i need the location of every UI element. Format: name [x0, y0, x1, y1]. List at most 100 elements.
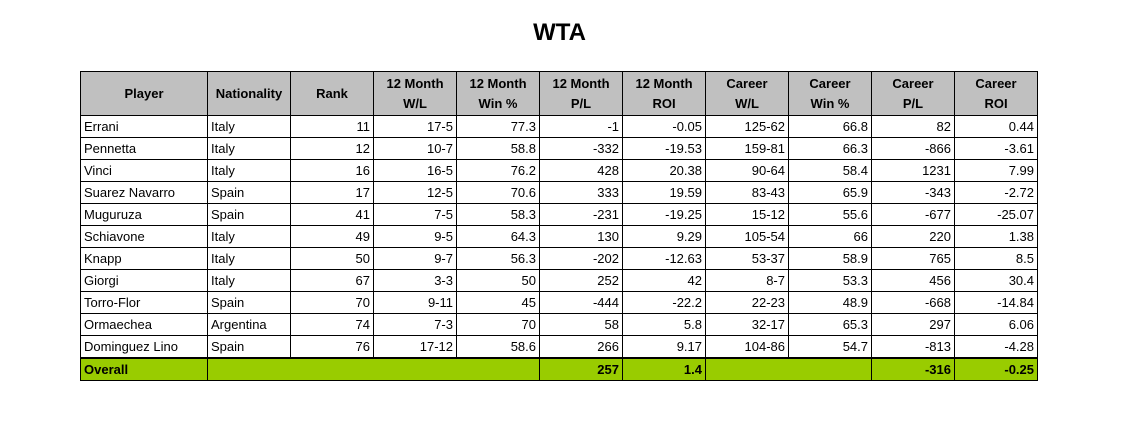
cell-win-pct-career: 58.4: [788, 159, 872, 182]
cell-pl-12m: 58: [539, 313, 623, 336]
cell-pl-12m: -1: [539, 115, 623, 138]
column-header-wl-career: Career W/L: [705, 71, 789, 116]
cell-wl-career: 8-7: [705, 269, 789, 292]
table-row: Pennetta Italy 12 10-7 58.8 -332 -19.53 159-81 6…: [80, 137, 1038, 160]
cell-roi-career: 30.4: [954, 269, 1038, 292]
cell-roi-12m: 9.17: [622, 335, 706, 359]
cell-win-pct-career: 65.9: [788, 181, 872, 204]
cell-pl-career: -813: [871, 335, 955, 359]
column-header-win-pct-12m: 12 Month Win %: [456, 71, 540, 116]
cell-pl-career: 82: [871, 115, 955, 138]
header-line: 12 Month: [552, 75, 610, 91]
overall-roi-career: -0.25: [954, 357, 1038, 381]
page-title: WTA: [533, 19, 586, 46]
table-row: Knapp Italy 50 9-7 56.3 -202 -12.63 53-37 58.9 76…: [80, 247, 1038, 270]
cell-pl-12m: -332: [539, 137, 623, 160]
cell-win-pct-12m: 58.6: [456, 335, 540, 359]
cell-pl-12m: 266: [539, 335, 623, 359]
table-row: Giorgi Italy 67 3-3 50 252 42 8-7 53.3 456 30.4: [80, 269, 1038, 292]
cell-player: Torro-Flor: [80, 291, 208, 314]
cell-rank: 76: [290, 335, 374, 359]
cell-player: Errani: [80, 115, 208, 138]
cell-pl-12m: -202: [539, 247, 623, 270]
table-row: Dominguez Lino Spain 76 17-12 58.6 266 9.17 104…: [80, 335, 1038, 359]
cell-wl-12m: 3-3: [373, 269, 457, 292]
cell-win-pct-career: 66.3: [788, 137, 872, 160]
cell-player: Pennetta: [80, 137, 208, 160]
header-line: Nationality: [215, 85, 283, 101]
cell-roi-career: 0.44: [954, 115, 1038, 138]
overall-blank: [705, 357, 872, 381]
cell-roi-12m: -19.25: [622, 203, 706, 226]
cell-rank: 50: [290, 247, 374, 270]
cell-pl-12m: 130: [539, 225, 623, 248]
cell-win-pct-career: 58.9: [788, 247, 872, 270]
cell-rank: 49: [290, 225, 374, 248]
column-header-roi-career: Career ROI: [954, 71, 1038, 116]
overall-pl-career: -316: [871, 357, 955, 381]
cell-wl-career: 159-81: [705, 137, 789, 160]
header-row: Player Nationality Rank 12 Month W/L 12 Month…: [80, 71, 1038, 116]
cell-wl-career: 90-64: [705, 159, 789, 182]
cell-player: Knapp: [80, 247, 208, 270]
cell-roi-career: 7.99: [954, 159, 1038, 182]
cell-rank: 41: [290, 203, 374, 226]
cell-win-pct-career: 55.6: [788, 203, 872, 226]
cell-roi-career: -14.84: [954, 291, 1038, 314]
header-line: Player: [124, 85, 164, 101]
cell-player: Ormaechea: [80, 313, 208, 336]
cell-win-pct-career: 66: [788, 225, 872, 248]
cell-win-pct-12m: 70.6: [456, 181, 540, 204]
cell-roi-12m: 42: [622, 269, 706, 292]
cell-nationality: Italy: [207, 137, 291, 160]
cell-pl-career: 765: [871, 247, 955, 270]
cell-wl-12m: 7-5: [373, 203, 457, 226]
cell-roi-12m: -19.53: [622, 137, 706, 160]
cell-win-pct-12m: 58.3: [456, 203, 540, 226]
cell-pl-12m: 252: [539, 269, 623, 292]
column-header-nationality: Nationality: [207, 71, 291, 116]
cell-wl-12m: 9-11: [373, 291, 457, 314]
cell-pl-12m: 333: [539, 181, 623, 204]
column-header-win-pct-career: Career Win %: [788, 71, 872, 116]
cell-wl-12m: 9-5: [373, 225, 457, 248]
cell-win-pct-12m: 77.3: [456, 115, 540, 138]
table-row: Errani Italy 11 17-5 77.3 -1 -0.05 125-62 66.8 82…: [80, 115, 1038, 138]
cell-wl-career: 22-23: [705, 291, 789, 314]
cell-rank: 74: [290, 313, 374, 336]
cell-win-pct-career: 65.3: [788, 313, 872, 336]
cell-roi-career: -4.28: [954, 335, 1038, 359]
header-line: P/L: [570, 95, 592, 111]
table-row: Vinci Italy 16 16-5 76.2 428 20.38 90-64 58.4 123…: [80, 159, 1038, 182]
cell-wl-career: 105-54: [705, 225, 789, 248]
cell-nationality: Italy: [207, 247, 291, 270]
overall-roi-12m: 1.4: [622, 357, 706, 381]
cell-nationality: Spain: [207, 291, 291, 314]
table-row: Muguruza Spain 41 7-5 58.3 -231 -19.25 15-12 55.…: [80, 203, 1038, 226]
cell-rank: 67: [290, 269, 374, 292]
table-row: Ormaechea Argentina 74 7-3 70 58 5.8 32-17 65.3 2…: [80, 313, 1038, 336]
cell-win-pct-career: 48.9: [788, 291, 872, 314]
cell-roi-career: -2.72: [954, 181, 1038, 204]
cell-roi-12m: -0.05: [622, 115, 706, 138]
cell-roi-12m: 5.8: [622, 313, 706, 336]
header-line: 12 Month: [469, 75, 527, 91]
header-line: Rank: [316, 85, 348, 101]
header-line: Win %: [478, 95, 518, 111]
cell-roi-career: 8.5: [954, 247, 1038, 270]
cell-roi-12m: -12.63: [622, 247, 706, 270]
cell-player: Giorgi: [80, 269, 208, 292]
cell-rank: 17: [290, 181, 374, 204]
header-line: 12 Month: [386, 75, 444, 91]
cell-nationality: Argentina: [207, 313, 291, 336]
cell-roi-career: -3.61: [954, 137, 1038, 160]
header-line: Win %: [810, 95, 850, 111]
cell-pl-career: 297: [871, 313, 955, 336]
cell-nationality: Spain: [207, 181, 291, 204]
cell-win-pct-12m: 50: [456, 269, 540, 292]
header-line: Career: [809, 75, 851, 91]
table-row: Torro-Flor Spain 70 9-11 45 -444 -22.2 22-23 48.…: [80, 291, 1038, 314]
cell-wl-career: 15-12: [705, 203, 789, 226]
column-header-player: Player: [80, 71, 208, 116]
cell-pl-12m: -231: [539, 203, 623, 226]
